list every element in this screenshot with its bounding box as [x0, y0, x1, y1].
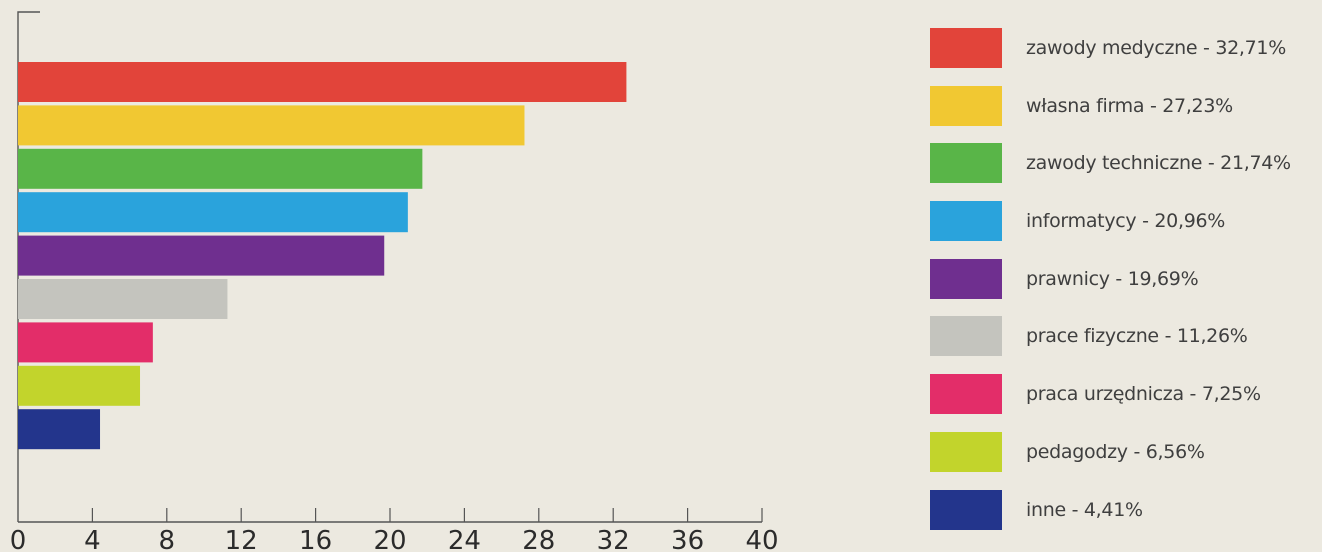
bar-7	[18, 322, 153, 363]
legend-swatch	[930, 374, 1002, 415]
legend-swatch	[930, 201, 1002, 242]
legend-item: zawody techniczne - 21,74%	[930, 143, 1322, 184]
legend-swatch	[930, 143, 1002, 184]
x-tick-label: 40	[745, 526, 778, 552]
legend-label: prawnicy - 19,69%	[1026, 267, 1199, 290]
legend-label: praca urzędnicza - 7,25%	[1026, 383, 1261, 406]
legend-item: prace fizyczne - 11,26%	[930, 316, 1322, 357]
bar-1	[18, 62, 627, 102]
bar-chart: 0 4 8 12 16 20 24 28 32 36 40	[10, 11, 779, 552]
x-tick-label: 32	[597, 526, 630, 552]
legend-item: zawody medyczne - 32,71%	[930, 28, 1322, 68]
x-tick-label: 0	[10, 526, 27, 552]
legend-item: praca urzędnicza - 7,25%	[930, 374, 1322, 415]
x-tick-label: 20	[373, 526, 406, 552]
legend-label: prace fizyczne - 11,26%	[1026, 325, 1248, 348]
x-tick-label: 16	[299, 526, 332, 552]
legend-item: własna firma - 27,23%	[930, 85, 1322, 126]
chart-bars	[18, 62, 627, 450]
legend-item: informatycy - 20,96%	[930, 201, 1322, 242]
bar-9	[18, 409, 101, 450]
bar-4	[18, 192, 408, 233]
legend-item: pedagodzy - 6,56%	[930, 431, 1322, 472]
legend-item: prawnicy - 19,69%	[930, 258, 1322, 299]
legend-item: inne - 4,41%	[930, 489, 1322, 530]
legend-swatch	[930, 316, 1002, 357]
legend-label: zawody techniczne - 21,74%	[1026, 152, 1291, 175]
bar-5	[18, 235, 385, 276]
x-tick-label: 36	[671, 526, 704, 552]
bar-2	[18, 105, 525, 146]
bar-3	[18, 148, 423, 189]
legend-swatch	[930, 489, 1002, 530]
legend-label: informatycy - 20,96%	[1026, 210, 1226, 233]
chart-legend: zawody medyczne - 32,71% własna firma - 2…	[930, 28, 1322, 547]
legend-label: pedagodzy - 6,56%	[1026, 440, 1205, 463]
legend-swatch	[930, 28, 1002, 68]
legend-label: własna firma - 27,23%	[1026, 94, 1233, 117]
x-tick-label: 12	[225, 526, 258, 552]
bar-8	[18, 365, 141, 406]
legend-label: inne - 4,41%	[1026, 498, 1143, 521]
x-axis-ticks: 0 4 8 12 16 20 24 28 32 36 40	[10, 508, 779, 552]
legend-swatch	[930, 85, 1002, 126]
legend-swatch	[930, 431, 1002, 472]
legend-swatch	[930, 258, 1002, 299]
x-tick-label: 4	[84, 526, 101, 552]
x-tick-label: 8	[159, 526, 176, 552]
x-tick-label: 24	[448, 526, 481, 552]
bar-6	[18, 279, 228, 319]
legend-label: zawody medyczne - 32,71%	[1026, 37, 1286, 59]
x-tick-label: 28	[522, 526, 555, 552]
